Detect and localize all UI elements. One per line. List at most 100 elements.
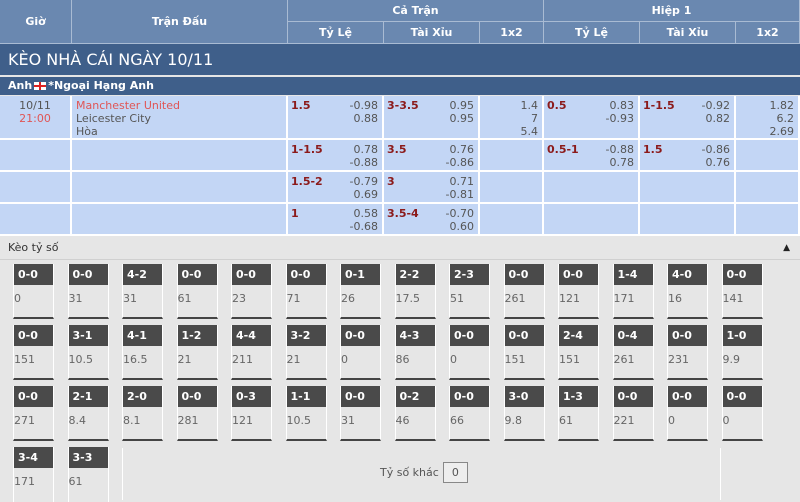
other-score-value[interactable]: 0 <box>442 462 468 483</box>
score-cell[interactable]: 0-0 61 <box>176 264 218 319</box>
score-cell[interactable]: 0-2 46 <box>394 386 436 441</box>
ft_hdp-odds-2[interactable]: -0.88 <box>349 156 378 169</box>
score-cell[interactable]: 2-1 8.4 <box>67 386 109 441</box>
score-label: 0-0 <box>722 264 762 285</box>
ft_ou-odds-1[interactable]: 0.71 <box>449 175 475 188</box>
score-cell[interactable]: 0-0 121 <box>558 264 599 319</box>
league-row[interactable]: Anh *Ngoại Hạng Anh <box>0 77 800 95</box>
score-cell[interactable]: 0-0 221 <box>612 386 654 441</box>
score-cell[interactable]: 2-0 8.1 <box>122 386 163 441</box>
score-cell[interactable]: 0-0 261 <box>503 264 545 319</box>
score-cell[interactable]: 0-0 151 <box>13 325 54 380</box>
odds-cell[interactable]: 3-3.5 0.95 0.95 <box>384 96 480 140</box>
score-cell[interactable]: 1-4 171 <box>612 264 654 319</box>
odds-cell[interactable]: 3.5-4 -0.70 0.60 <box>384 204 480 236</box>
score-cell[interactable]: 1-1 10.5 <box>285 386 327 441</box>
ft_hdp-odds-1[interactable]: 0.58 <box>353 207 379 220</box>
ft_hdp-odds-1[interactable]: -0.79 <box>349 175 378 188</box>
h1_ou-odds-1[interactable]: -0.86 <box>701 143 730 156</box>
odds-cell[interactable]: 0.5 0.83 -0.93 <box>544 96 640 140</box>
ft_hdp-odds-2[interactable]: 0.69 <box>353 188 379 201</box>
ft_ou-odds-2[interactable]: -0.86 <box>445 156 474 169</box>
odds-cell[interactable]: 1-1.5 0.78 -0.88 <box>288 140 384 172</box>
score-cell[interactable]: 0-0 0 <box>449 325 490 380</box>
score-cell[interactable]: 0-4 261 <box>612 325 654 380</box>
score-cell[interactable]: 2-3 51 <box>449 264 490 319</box>
away-team[interactable]: Leicester City <box>76 112 151 125</box>
h1_hdp-odds-1[interactable]: 0.83 <box>609 99 635 112</box>
ft_1x2-odds[interactable]: 5.4 <box>520 125 539 138</box>
score-cell[interactable]: 1-2 21 <box>176 325 218 380</box>
collapse-arrow-icon[interactable]: ▲ <box>783 243 790 253</box>
ft_ou-odds-1[interactable]: -0.70 <box>445 207 474 220</box>
h1_hdp-odds-2[interactable]: 0.78 <box>609 156 635 169</box>
score-cell[interactable]: 0-0 0 <box>667 386 708 441</box>
h1_hdp-odds-1[interactable]: -0.88 <box>605 143 634 156</box>
score-cell[interactable]: 1-0 9.9 <box>721 325 763 380</box>
ft_hdp-odds-1[interactable]: 0.78 <box>353 143 379 156</box>
score-cell[interactable]: 0-0 31 <box>67 264 109 319</box>
score-cell[interactable]: 0-0 71 <box>285 264 327 319</box>
score-cell[interactable]: 4-1 16.5 <box>122 325 163 380</box>
score-label: 0-0 <box>504 325 544 346</box>
ft_ou-odds-2[interactable]: 0.95 <box>449 112 475 125</box>
odds-cell[interactable]: 3 0.71 -0.81 <box>384 172 480 204</box>
score-cell[interactable]: 4-4 211 <box>231 325 272 380</box>
odds-cell[interactable]: 1-1.5 -0.92 0.82 <box>640 96 736 140</box>
score-cell[interactable]: 3-0 9.8 <box>503 386 545 441</box>
h1_ou-odds-1[interactable]: -0.92 <box>701 99 730 112</box>
header-tran-dau: Trận Đấu <box>72 0 288 44</box>
score-label: 2-1 <box>68 386 108 407</box>
odds-cell: 1.82 6.2 2.69 <box>736 96 800 140</box>
score-cell[interactable]: 3-3 61 <box>67 447 109 502</box>
h1_1x2-odds[interactable]: 6.2 <box>776 112 795 125</box>
score-cell[interactable]: 3-4 171 <box>13 447 54 502</box>
score-cell[interactable]: 0-0 0 <box>721 386 763 441</box>
score-cell[interactable]: 0-0 151 <box>503 325 545 380</box>
odds-cell[interactable]: 1.5-2 -0.79 0.69 <box>288 172 384 204</box>
score-cell[interactable]: 0-0 281 <box>176 386 218 441</box>
score-odds: 121 <box>232 414 253 427</box>
score-cell[interactable]: 0-3 121 <box>231 386 272 441</box>
score-cell[interactable]: 4-2 31 <box>122 264 163 319</box>
score-cell[interactable]: 0-0 0 <box>13 264 54 319</box>
h1_ou-odds-2[interactable]: 0.82 <box>705 112 731 125</box>
ft_ou-odds-2[interactable]: -0.81 <box>445 188 474 201</box>
odds-cell[interactable]: 1 0.58 -0.68 <box>288 204 384 236</box>
ft_hdp-line: 1.5 <box>291 99 311 112</box>
h1_hdp-odds-2[interactable]: -0.93 <box>605 112 634 125</box>
score-cell[interactable]: 0-0 23 <box>231 264 272 319</box>
score-cell[interactable]: 4-3 86 <box>394 325 436 380</box>
h1_1x2-odds[interactable]: 2.69 <box>769 125 795 138</box>
home-team[interactable]: Manchester United <box>76 99 180 112</box>
odds-cell[interactable]: 1.5 -0.98 0.88 <box>288 96 384 140</box>
score-cell[interactable]: 1-3 61 <box>558 386 599 441</box>
ft_1x2-odds[interactable]: 7 <box>531 112 538 125</box>
ft_ou-odds-2[interactable]: 0.60 <box>449 220 475 233</box>
ft_hdp-odds-2[interactable]: -0.68 <box>349 220 378 233</box>
score-cell[interactable]: 0-0 141 <box>721 264 763 319</box>
odds-cell[interactable]: 0.5-1 -0.88 0.78 <box>544 140 640 172</box>
score-cell[interactable]: 0-0 66 <box>449 386 490 441</box>
ft_hdp-odds-2[interactable]: 0.88 <box>353 112 379 125</box>
score-cell[interactable]: 2-2 17.5 <box>394 264 436 319</box>
score-cell[interactable]: 0-1 26 <box>340 264 381 319</box>
score-cell[interactable]: 4-0 16 <box>667 264 708 319</box>
score-cell[interactable]: 3-1 10.5 <box>67 325 109 380</box>
h1_1x2-odds[interactable]: 1.82 <box>769 99 795 112</box>
scores-section-header[interactable]: Kèo tỷ số ▲ <box>0 236 800 260</box>
ft_ou-odds-1[interactable]: 0.76 <box>449 143 475 156</box>
score-cell[interactable]: 2-4 151 <box>558 325 599 380</box>
score-cell[interactable]: 0-0 31 <box>340 386 381 441</box>
h1_ou-odds-2[interactable]: 0.76 <box>705 156 731 169</box>
ft_1x2-odds[interactable]: 1.4 <box>520 99 539 112</box>
header-h1-ty-le: Tỷ Lệ <box>544 22 640 44</box>
odds-cell[interactable]: 3.5 0.76 -0.86 <box>384 140 480 172</box>
score-cell[interactable]: 0-0 0 <box>340 325 381 380</box>
ft_ou-odds-1[interactable]: 0.95 <box>449 99 475 112</box>
score-cell[interactable]: 0-0 231 <box>667 325 708 380</box>
odds-cell[interactable]: 1.5 -0.86 0.76 <box>640 140 736 172</box>
score-cell[interactable]: 0-0 271 <box>13 386 54 441</box>
score-cell[interactable]: 3-2 21 <box>285 325 327 380</box>
ft_hdp-odds-1[interactable]: -0.98 <box>349 99 378 112</box>
